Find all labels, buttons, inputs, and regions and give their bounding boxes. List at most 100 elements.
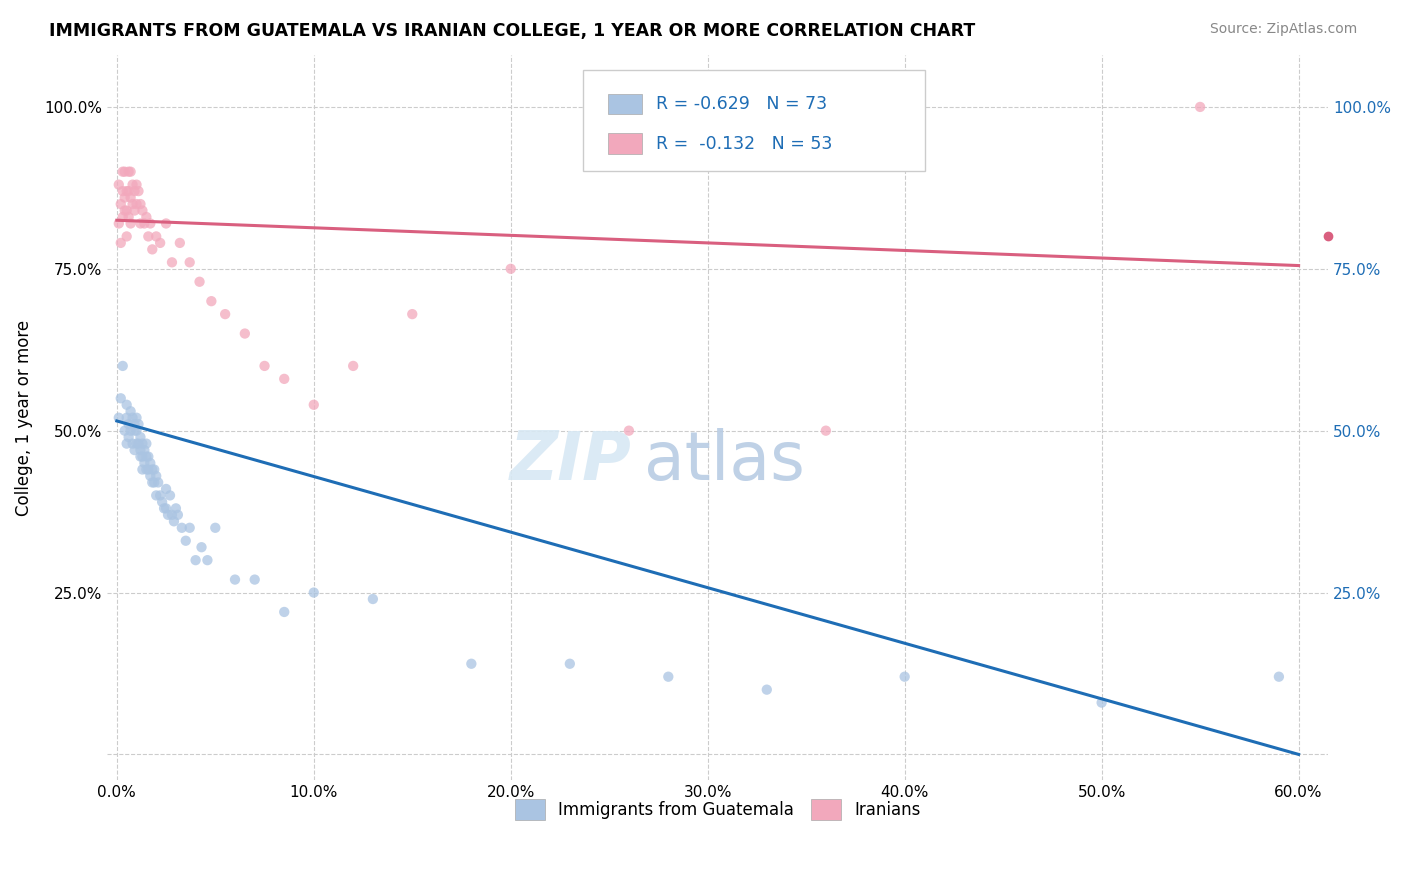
Point <box>115 398 138 412</box>
Point <box>124 443 146 458</box>
Point <box>163 514 186 528</box>
Point <box>131 203 153 218</box>
Point <box>460 657 482 671</box>
Point <box>138 229 160 244</box>
Point <box>139 456 162 470</box>
Point <box>111 210 134 224</box>
Point <box>342 359 364 373</box>
Legend: Immigrants from Guatemala, Iranians: Immigrants from Guatemala, Iranians <box>508 793 927 826</box>
Point <box>129 430 152 444</box>
Point <box>110 235 132 250</box>
Point <box>179 255 201 269</box>
Point <box>141 475 163 490</box>
Point <box>657 670 679 684</box>
Point <box>125 424 148 438</box>
Point <box>127 417 149 432</box>
Point <box>755 682 778 697</box>
Point <box>273 605 295 619</box>
Point <box>121 436 143 450</box>
Point <box>107 178 129 192</box>
Point <box>143 475 166 490</box>
Point <box>145 488 167 502</box>
Point <box>121 197 143 211</box>
Point <box>361 592 384 607</box>
Point <box>114 164 136 178</box>
Point <box>190 540 212 554</box>
Point <box>129 197 152 211</box>
Text: R =  -0.132   N = 53: R = -0.132 N = 53 <box>657 135 832 153</box>
Point <box>153 501 176 516</box>
Point <box>125 410 148 425</box>
Point <box>167 508 190 522</box>
Point <box>121 410 143 425</box>
Point <box>143 462 166 476</box>
Point <box>115 229 138 244</box>
Point <box>157 508 180 522</box>
Text: IMMIGRANTS FROM GUATEMALA VS IRANIAN COLLEGE, 1 YEAR OR MORE CORRELATION CHART: IMMIGRANTS FROM GUATEMALA VS IRANIAN COL… <box>49 22 976 40</box>
FancyBboxPatch shape <box>583 70 925 171</box>
Point <box>159 488 181 502</box>
Point <box>120 404 142 418</box>
Point <box>135 436 157 450</box>
Point <box>107 217 129 231</box>
Point <box>243 573 266 587</box>
Point <box>139 217 162 231</box>
Point <box>302 398 325 412</box>
Point <box>499 261 522 276</box>
Point <box>114 424 136 438</box>
Point <box>120 164 142 178</box>
Point <box>145 469 167 483</box>
Point <box>111 164 134 178</box>
Point <box>135 462 157 476</box>
Point <box>893 670 915 684</box>
Point <box>107 410 129 425</box>
Point <box>155 217 177 231</box>
Point <box>115 203 138 218</box>
Point <box>138 462 160 476</box>
Point <box>148 475 170 490</box>
Point <box>558 657 581 671</box>
Point <box>145 229 167 244</box>
Point <box>121 178 143 192</box>
Point <box>150 495 173 509</box>
Point <box>1189 100 1212 114</box>
Point <box>200 294 222 309</box>
Point <box>617 424 640 438</box>
Point <box>160 255 183 269</box>
Point <box>188 275 211 289</box>
FancyBboxPatch shape <box>607 134 643 153</box>
Point <box>117 184 139 198</box>
Point <box>155 501 177 516</box>
Point <box>129 217 152 231</box>
Point <box>170 521 193 535</box>
Point <box>117 417 139 432</box>
Point <box>179 521 201 535</box>
Point <box>135 450 157 464</box>
Point <box>117 210 139 224</box>
Point <box>125 436 148 450</box>
Point <box>814 424 837 438</box>
Point <box>129 443 152 458</box>
Point <box>302 585 325 599</box>
Point <box>134 443 156 458</box>
Point <box>117 164 139 178</box>
Point <box>131 450 153 464</box>
Point <box>131 436 153 450</box>
Text: ZIP: ZIP <box>510 428 633 494</box>
Point <box>134 456 156 470</box>
Point <box>141 462 163 476</box>
Point <box>110 197 132 211</box>
Point <box>138 450 160 464</box>
Point <box>120 424 142 438</box>
Point <box>233 326 256 341</box>
Point <box>125 197 148 211</box>
Point <box>115 184 138 198</box>
Point <box>135 210 157 224</box>
Point <box>124 203 146 218</box>
Y-axis label: College, 1 year or more: College, 1 year or more <box>15 319 32 516</box>
Point <box>114 203 136 218</box>
Point <box>273 372 295 386</box>
Point <box>114 191 136 205</box>
Point <box>115 410 138 425</box>
Point <box>224 573 246 587</box>
